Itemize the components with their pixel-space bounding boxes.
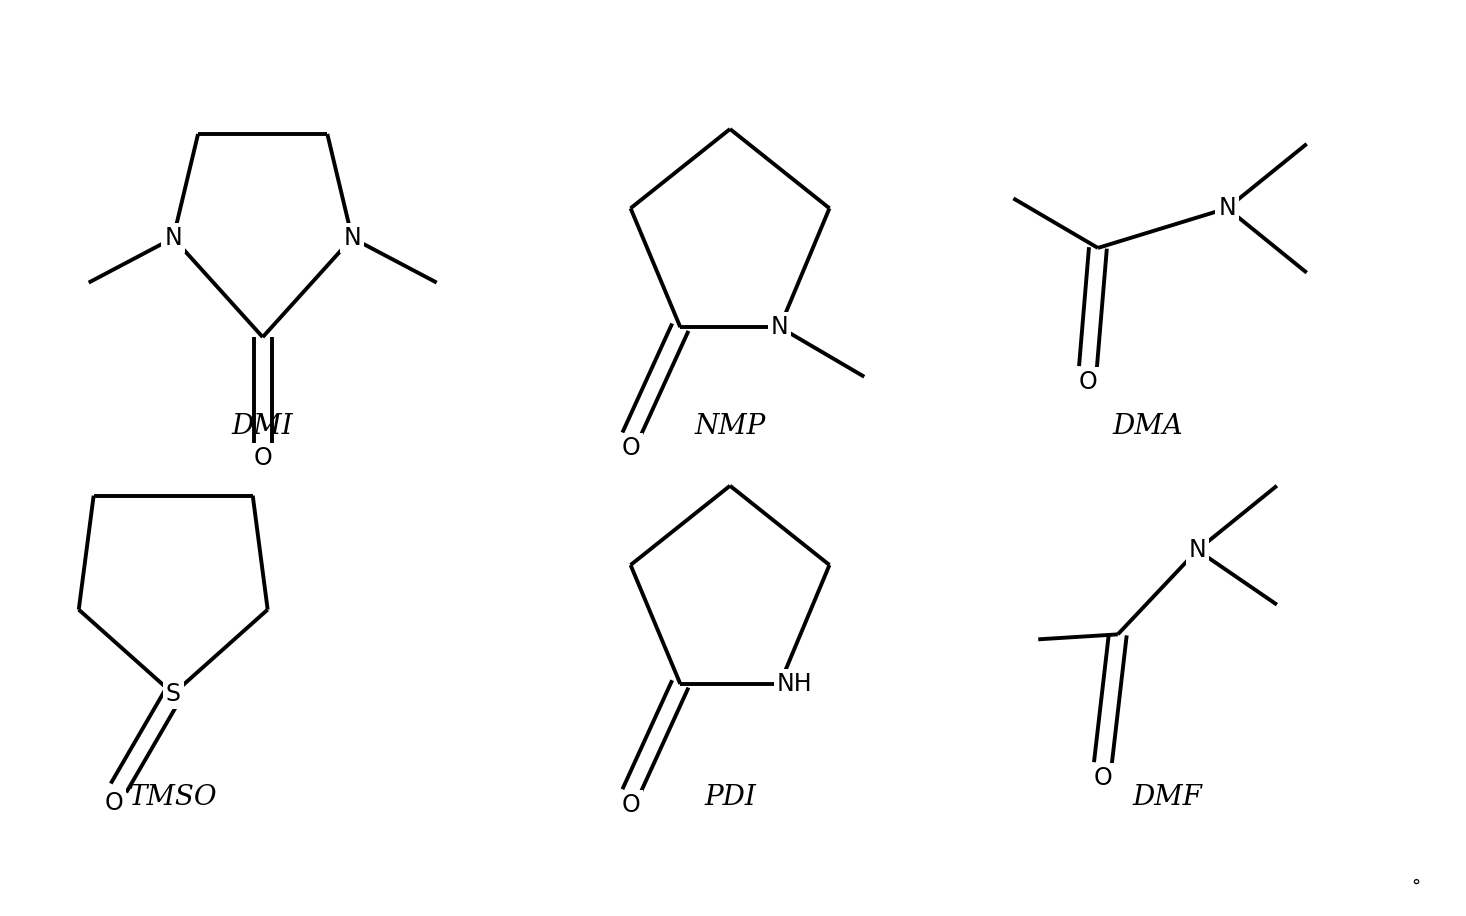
Text: O: O — [1094, 766, 1113, 791]
Text: N: N — [343, 226, 361, 250]
Text: N: N — [771, 315, 789, 339]
Text: NH: NH — [777, 672, 812, 696]
Text: N: N — [1218, 196, 1236, 220]
Text: N: N — [1189, 539, 1207, 562]
Text: DMF: DMF — [1133, 784, 1202, 812]
Text: O: O — [254, 446, 273, 470]
Text: TMSO: TMSO — [129, 784, 217, 812]
Text: °: ° — [1412, 878, 1421, 896]
Text: O: O — [622, 793, 641, 817]
Text: NMP: NMP — [695, 413, 765, 440]
Text: DMI: DMI — [232, 413, 293, 440]
Text: DMA: DMA — [1113, 413, 1183, 440]
Text: O: O — [104, 791, 123, 815]
Text: O: O — [1079, 370, 1098, 394]
Text: S: S — [166, 682, 180, 706]
Text: N: N — [164, 226, 182, 250]
Text: O: O — [622, 436, 641, 460]
Text: PDI: PDI — [704, 784, 756, 812]
